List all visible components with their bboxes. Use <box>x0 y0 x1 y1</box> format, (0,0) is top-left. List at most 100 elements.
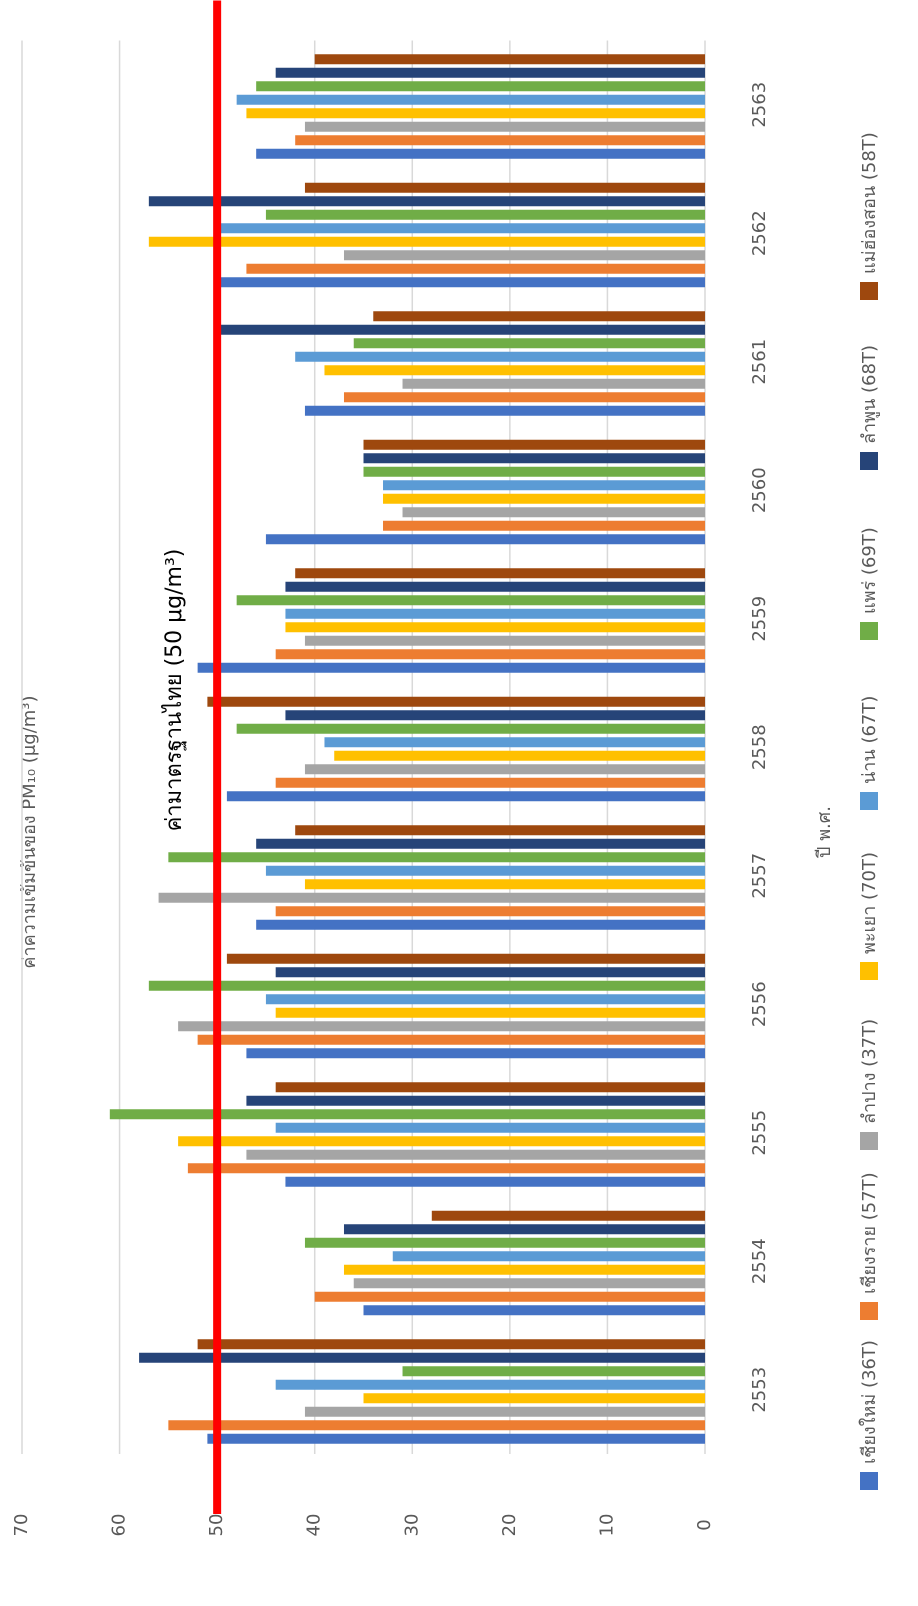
bar <box>295 351 705 362</box>
bar <box>256 148 705 159</box>
bar <box>148 980 706 991</box>
bar <box>275 967 705 978</box>
bar <box>343 1264 705 1275</box>
bar <box>275 1122 705 1133</box>
bar <box>265 209 705 220</box>
x-tick-label: 2561 <box>749 339 770 385</box>
bar <box>275 906 705 917</box>
x-tick-label: 2554 <box>749 1238 770 1284</box>
bar <box>217 223 705 234</box>
x-tick-label: 2560 <box>749 467 770 513</box>
bar <box>148 236 706 247</box>
x-tick-label: 2553 <box>749 1367 770 1413</box>
bar <box>343 250 705 261</box>
bar <box>265 865 705 876</box>
x-tick-label: 2558 <box>749 724 770 770</box>
y-tick-label: 40 <box>304 1514 325 1537</box>
bar <box>256 81 705 92</box>
legend-swatch <box>860 452 878 470</box>
legend-swatch <box>860 1302 878 1320</box>
bar <box>226 953 705 964</box>
y-tick-label: 70 <box>11 1514 32 1537</box>
legend-swatch <box>860 622 878 640</box>
legend-label: เชียงราย (57T) <box>859 1172 880 1294</box>
chart-body: ค่ามาตรฐานไทย (50 μg/m³) ปี พ.ศ. ค่าความ… <box>11 0 880 1537</box>
bar <box>275 649 705 660</box>
legend-label: แพร่ (69T) <box>859 527 880 614</box>
bar <box>383 520 705 531</box>
bar <box>275 1379 705 1390</box>
bar <box>246 263 706 274</box>
bar <box>402 1366 705 1377</box>
legend-label: น่าน (67T) <box>859 696 880 784</box>
bar <box>168 852 706 863</box>
bar <box>383 493 705 504</box>
legend-swatch <box>860 792 878 810</box>
bar <box>304 405 705 416</box>
bar <box>304 635 705 646</box>
bar <box>285 622 705 633</box>
bar <box>217 277 705 288</box>
bar <box>285 581 705 592</box>
bar <box>304 764 705 775</box>
legend-swatch <box>860 1472 878 1490</box>
bar <box>197 662 705 673</box>
x-tick-label: 2556 <box>749 981 770 1027</box>
bar <box>236 94 706 105</box>
bar <box>187 1163 706 1174</box>
bar <box>275 1007 705 1018</box>
y-tick-label: 0 <box>694 1519 715 1530</box>
legend-label: แม่ฮ่องสอน (58T) <box>859 132 880 274</box>
bar <box>343 1224 705 1235</box>
y-tick-label: 50 <box>206 1514 227 1537</box>
bar <box>304 1237 705 1248</box>
y-tick-label: 60 <box>109 1514 130 1537</box>
bar <box>383 480 705 491</box>
bar <box>285 1176 705 1187</box>
bar <box>304 1406 705 1417</box>
bar <box>363 1393 705 1404</box>
bar <box>431 1210 705 1221</box>
x-tick-label: 2562 <box>749 210 770 256</box>
bar <box>304 121 705 132</box>
bar <box>207 1433 705 1444</box>
bar <box>275 1082 705 1093</box>
y-tick-label: 30 <box>401 1514 422 1537</box>
bar <box>314 54 705 65</box>
bar <box>246 108 706 119</box>
bar <box>324 365 705 376</box>
bar <box>178 1136 706 1147</box>
legend-label: ลำพูน (68T) <box>859 345 880 444</box>
bar <box>324 737 705 748</box>
bar <box>178 1021 706 1032</box>
bar <box>295 825 705 836</box>
bar <box>246 1149 706 1160</box>
bar <box>197 1034 705 1045</box>
bar <box>363 453 705 464</box>
bar <box>265 994 705 1005</box>
bar <box>139 1352 706 1363</box>
bar <box>236 595 706 606</box>
bar <box>353 338 705 349</box>
legend-swatch <box>860 1132 878 1150</box>
x-tick-label: 2559 <box>749 596 770 642</box>
legend-label: พะเยา (70T) <box>859 852 880 954</box>
legend-swatch <box>860 282 878 300</box>
bar <box>158 892 706 903</box>
bar <box>295 135 705 146</box>
bar <box>256 838 705 849</box>
bar <box>304 879 705 890</box>
bar <box>217 324 705 335</box>
legend-swatch <box>860 962 878 980</box>
bar <box>275 777 705 788</box>
bar <box>334 750 705 761</box>
bar <box>109 1109 706 1120</box>
y-axis-title: ค่าความเข้มข้นของ PM₁₀ (μg/m³) <box>19 695 40 968</box>
x-axis-title: ปี พ.ศ. <box>814 806 835 858</box>
y-tick-label: 20 <box>499 1514 520 1537</box>
bar <box>285 608 705 619</box>
bar <box>256 919 705 930</box>
x-tick-label: 2563 <box>749 82 770 128</box>
bar <box>168 1420 706 1431</box>
